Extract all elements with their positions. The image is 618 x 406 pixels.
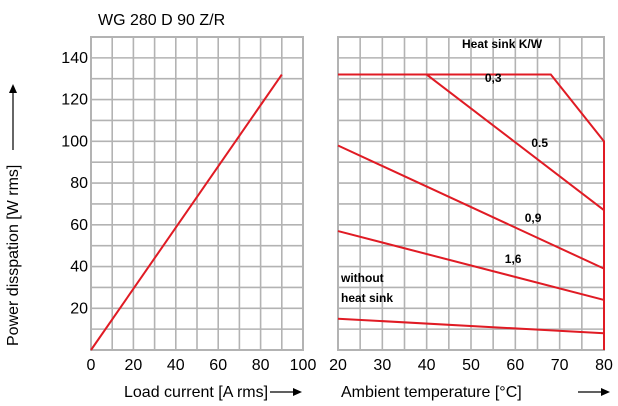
heat-sink-curve-0-5 <box>426 73 605 211</box>
annotation-label: 1,6 <box>505 252 522 266</box>
right-x-tick-label: 40 <box>418 357 436 374</box>
left-x-axis-label: Load current [A rms] <box>124 384 268 401</box>
right-panel-curves <box>337 73 605 350</box>
right-x-tick-label: 30 <box>373 357 391 374</box>
y-tick-label: 120 <box>61 92 88 109</box>
right-x-tick-label: 20 <box>329 357 347 374</box>
y-tick-label: 100 <box>61 133 88 150</box>
y-tick-label: 140 <box>61 50 88 67</box>
right-x-tick-label: 60 <box>506 357 524 374</box>
left-x-tick-label: 0 <box>87 357 96 374</box>
left-panel-curves <box>90 73 283 351</box>
annotation-label: heat sink <box>341 291 393 305</box>
left-panel-grid <box>90 36 304 351</box>
y-tick-label: 40 <box>70 259 88 276</box>
load-current-curve <box>90 73 283 351</box>
y-arrowhead-icon <box>9 84 17 93</box>
annotations: Heat sink K/W 0,3 0.5 0,9 1,6 without heat sin… <box>340 37 548 305</box>
left-x-arrowhead-icon <box>293 388 302 396</box>
left-x-tick-label: 80 <box>252 357 270 374</box>
left-x-tick-label: 20 <box>125 357 143 374</box>
right-x-tick-label: 80 <box>595 357 613 374</box>
heat-sink-curve-0-3 <box>338 73 605 350</box>
annotation-label: Heat sink K/W <box>462 37 543 51</box>
annotation-label: without <box>340 271 384 285</box>
right-panel-grid <box>337 36 605 351</box>
x-tick-labels: 0 20 40 60 80 100 20 30 40 50 60 70 80 <box>87 357 613 374</box>
left-x-tick-label: 100 <box>290 357 317 374</box>
y-tick-label: 80 <box>70 175 88 192</box>
left-x-tick-label: 40 <box>167 357 185 374</box>
right-x-tick-label: 70 <box>551 357 569 374</box>
heat-sink-curve-without-heat-sink <box>337 317 605 335</box>
annotation-label: 0,9 <box>525 211 542 225</box>
y-axis-label: Power disspation [W rms] <box>5 165 22 346</box>
heat-sink-curve-1-6 <box>337 230 605 301</box>
right-x-axis-label: Ambient temperature [°C] <box>341 384 522 401</box>
left-x-tick-label: 60 <box>209 357 227 374</box>
heat-sink-curve-0-9 <box>337 144 605 270</box>
y-tick-label: 20 <box>70 300 88 317</box>
annotation-label: 0.5 <box>531 136 548 150</box>
y-tick-labels: 20 40 60 80 100 120 140 <box>61 50 88 317</box>
y-tick-label: 60 <box>70 217 88 234</box>
chart-title: WG 280 D 90 Z/R <box>98 12 225 29</box>
right-x-arrowhead-icon <box>601 388 610 396</box>
annotation-label: 0,3 <box>485 71 502 85</box>
left-frame <box>90 36 304 351</box>
right-x-tick-label: 50 <box>462 357 480 374</box>
